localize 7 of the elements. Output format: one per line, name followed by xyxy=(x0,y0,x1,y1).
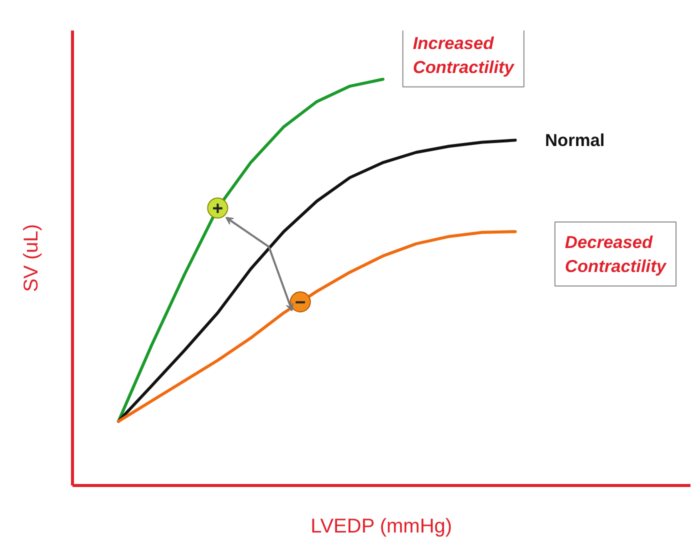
y-axis-title: SV (uL) xyxy=(20,224,42,292)
text: Decreased Contractility xyxy=(564,232,668,276)
x-axis-title: LVEDP (mmHg) xyxy=(310,516,452,538)
annotation: − xyxy=(294,291,306,312)
annotation: + xyxy=(212,198,224,219)
series-label: Normal xyxy=(545,130,605,150)
series-label: Increased Contractility xyxy=(412,32,516,77)
